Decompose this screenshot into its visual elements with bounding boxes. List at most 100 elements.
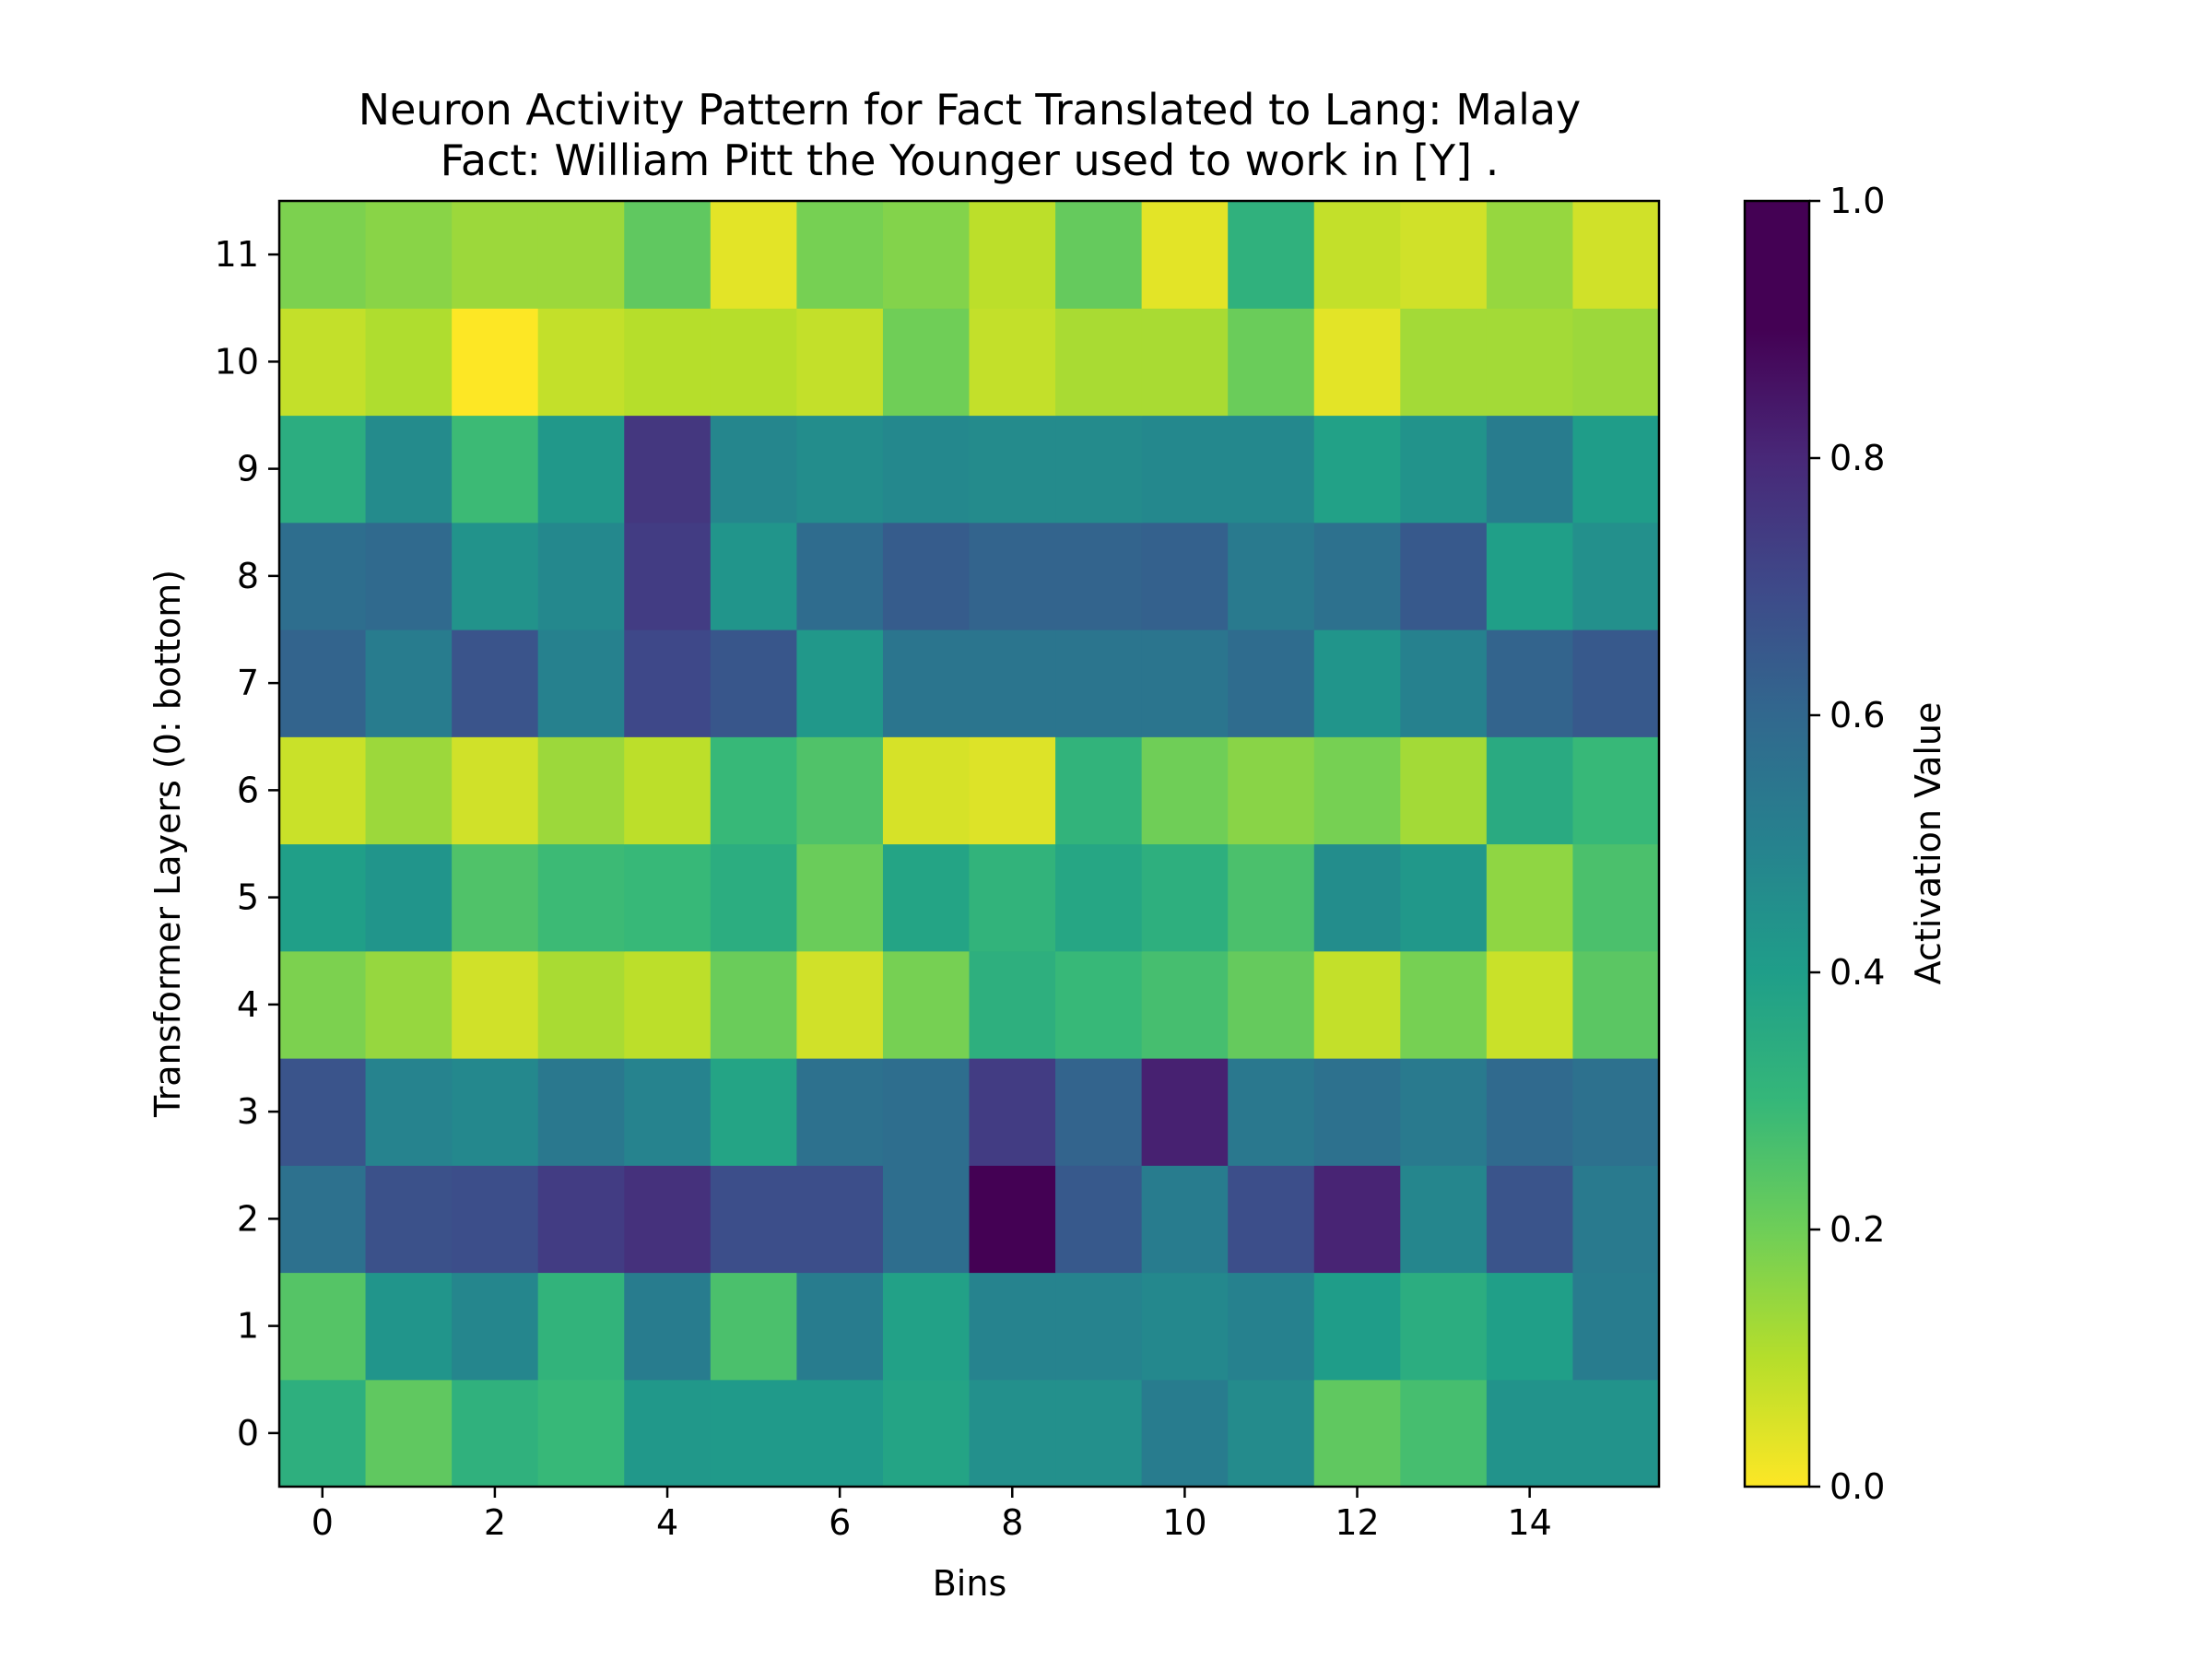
heatmap-cell-layer-11-bin-2	[452, 201, 539, 309]
heatmap-cell-layer-11-bin-6	[796, 201, 884, 309]
x-axis-label: Bins	[933, 1563, 1007, 1604]
heatmap-cell-layer-10-bin-3	[537, 308, 625, 417]
heatmap-cell-layer-5-bin-0	[279, 843, 367, 952]
heatmap-cell-layer-0-bin-9	[1055, 1379, 1143, 1488]
heatmap-cell-layer-4-bin-6	[796, 950, 884, 1059]
heatmap-cell-layer-10-bin-4	[624, 308, 712, 417]
heatmap-cell-layer-3-bin-12	[1313, 1058, 1401, 1166]
heatmap-cell-layer-5-bin-3	[537, 843, 625, 952]
heatmap-cell-layer-7-bin-10	[1141, 629, 1229, 737]
x-tick-label: 6	[829, 1502, 851, 1543]
x-tick-label: 4	[656, 1502, 678, 1543]
heatmap-cell-layer-0-bin-14	[1486, 1379, 1574, 1488]
heatmap-cell-layer-1-bin-2	[452, 1272, 539, 1381]
y-tick-label: 0	[237, 1413, 259, 1453]
heatmap-cell-layer-5-bin-10	[1141, 843, 1229, 952]
heatmap-cell-layer-9-bin-9	[1055, 415, 1143, 524]
heatmap-cell-layer-4-bin-1	[365, 950, 453, 1059]
heatmap-cell-layer-8-bin-12	[1313, 522, 1401, 630]
heatmap-cell-layer-7-bin-5	[710, 629, 797, 737]
heatmap-cell-layer-0-bin-1	[365, 1379, 453, 1488]
heatmap-cell-layer-6-bin-10	[1141, 736, 1229, 845]
x-axis-ticks: 0 2 4 6 8 10 12 14	[312, 1487, 1552, 1543]
heatmap-cell-layer-6-bin-12	[1313, 736, 1401, 845]
heatmap-cell-layer-7-bin-7	[882, 629, 971, 737]
heatmap-cell-layer-10-bin-10	[1141, 308, 1229, 417]
heatmap-cell-layer-2-bin-8	[969, 1165, 1056, 1274]
heatmap-cell-layer-7-bin-14	[1486, 629, 1574, 737]
heatmap-cell-layer-6-bin-5	[710, 736, 797, 845]
heatmap-cell-layer-0-bin-13	[1400, 1379, 1488, 1488]
heatmap-cell-layer-11-bin-0	[279, 201, 367, 309]
heatmap-cell-layer-0-bin-5	[710, 1379, 797, 1488]
heatmap-cell-layer-9-bin-15	[1572, 415, 1660, 524]
heatmap-cell-layer-0-bin-7	[882, 1379, 971, 1488]
heatmap-cell-layer-9-bin-11	[1228, 415, 1315, 524]
heatmap-cell-layer-1-bin-11	[1228, 1272, 1315, 1381]
x-tick-label: 10	[1162, 1502, 1206, 1543]
heatmap-cell-layer-8-bin-14	[1486, 522, 1574, 630]
y-tick-label: 8	[237, 556, 259, 596]
heatmap-cell-layer-10-bin-11	[1228, 308, 1315, 417]
heatmap-cell-layer-3-bin-5	[710, 1058, 797, 1166]
heatmap-cell-layer-8-bin-9	[1055, 522, 1143, 630]
heatmap-cell-layer-7-bin-12	[1313, 629, 1401, 737]
heatmap-cell-layer-10-bin-15	[1572, 308, 1660, 417]
heatmap-cell-layer-2-bin-13	[1400, 1165, 1488, 1274]
heatmap-cell-layer-8-bin-7	[882, 522, 971, 630]
y-tick-label: 9	[237, 449, 259, 489]
heatmap-cell-layer-3-bin-13	[1400, 1058, 1488, 1166]
heatmap-cell-layer-9-bin-3	[537, 415, 625, 524]
heatmap-cell-layer-3-bin-4	[624, 1058, 712, 1166]
colorbar-tick-label: 0.4	[1830, 952, 1885, 993]
heatmap-cell-layer-2-bin-2	[452, 1165, 539, 1274]
colorbar-tick-label: 0.2	[1830, 1209, 1885, 1250]
heatmap-cell-layer-3-bin-14	[1486, 1058, 1574, 1166]
heatmap-cell-layer-9-bin-1	[365, 415, 453, 524]
heatmap-cell-layer-2-bin-5	[710, 1165, 797, 1274]
heatmap-cell-layer-5-bin-6	[796, 843, 884, 952]
heatmap-cell-layer-7-bin-13	[1400, 629, 1488, 737]
heatmap-cell-layer-11-bin-15	[1572, 201, 1660, 309]
colorbar	[1743, 199, 1811, 1488]
heatmap-cell-layer-7-bin-9	[1055, 629, 1143, 737]
y-tick-label: 3	[237, 1091, 259, 1132]
heatmap-cell-layer-11-bin-8	[969, 201, 1056, 309]
heatmap-cell-layer-1-bin-12	[1313, 1272, 1401, 1381]
heatmap-cell-layer-4-bin-9	[1055, 950, 1143, 1059]
heatmap-cell-layer-10-bin-6	[796, 308, 884, 417]
heatmap-cell-layer-1-bin-1	[365, 1272, 453, 1381]
heatmap-cell-layer-9-bin-13	[1400, 415, 1488, 524]
heatmap-cell-layer-3-bin-11	[1228, 1058, 1315, 1166]
heatmap-cell-layer-8-bin-5	[710, 522, 797, 630]
heatmap-cell-layer-5-bin-8	[969, 843, 1056, 952]
heatmap-cell-layer-11-bin-9	[1055, 201, 1143, 309]
heatmap-cell-layer-0-bin-15	[1572, 1379, 1660, 1488]
heatmap-cell-layer-11-bin-4	[624, 201, 712, 309]
heatmap-cell-layer-6-bin-2	[452, 736, 539, 845]
heatmap-cell-layer-2-bin-11	[1228, 1165, 1315, 1274]
heatmap-cell-layer-8-bin-15	[1572, 522, 1660, 630]
heatmap-cell-layer-2-bin-0	[279, 1165, 367, 1274]
heatmap-cell-layer-11-bin-1	[365, 201, 453, 309]
heatmap-cell-layer-4-bin-14	[1486, 950, 1574, 1059]
heatmap-cell-layer-10-bin-13	[1400, 308, 1488, 417]
heatmap-cell-layer-1-bin-0	[279, 1272, 367, 1381]
heatmap-cell-layer-7-bin-3	[537, 629, 625, 737]
heatmap-cell-layer-11-bin-12	[1313, 201, 1401, 309]
heatmap-cell-layer-6-bin-4	[624, 736, 712, 845]
heatmap-cell-layer-3-bin-0	[279, 1058, 367, 1166]
heatmap-cell-layer-4-bin-5	[710, 950, 797, 1059]
heatmap-cell-layer-7-bin-15	[1572, 629, 1660, 737]
heatmap-cell-layer-10-bin-5	[710, 308, 797, 417]
colorbar-tick-label: 0.0	[1830, 1466, 1885, 1507]
heatmap-cell-layer-7-bin-11	[1228, 629, 1315, 737]
heatmap-cell-layer-9-bin-8	[969, 415, 1056, 524]
heatmap-cell-layer-0-bin-8	[969, 1379, 1056, 1488]
heatmap-cell-layer-0-bin-4	[624, 1379, 712, 1488]
heatmap-cell-layer-10-bin-2	[452, 308, 539, 417]
x-tick-label: 8	[1001, 1502, 1023, 1543]
heatmap-cell-layer-3-bin-10	[1141, 1058, 1229, 1166]
heatmap-cell-layer-3-bin-3	[537, 1058, 625, 1166]
